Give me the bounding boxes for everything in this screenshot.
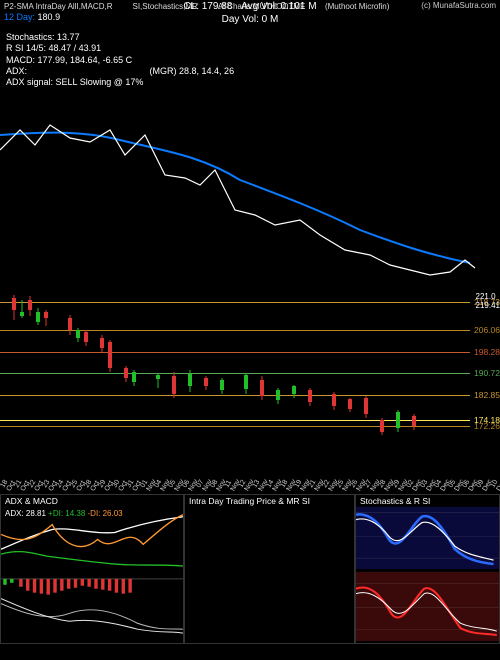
price-level-line xyxy=(0,373,470,374)
stochastics-panel: Stochastics & R SI 90 50 20 90 50 20 xyxy=(355,494,500,644)
site-credit: (c) MunafaSutra.com xyxy=(421,1,496,10)
day-vol: Day Vol: 0 M xyxy=(0,14,500,25)
avgvol-label: Avg Vol: xyxy=(241,1,278,12)
indicator-block: Stochastics: 13.77 R SI 14/5: 48.47 / 43… xyxy=(0,30,500,90)
cl-label: CL: xyxy=(183,1,199,12)
dayvol-label: Day Vol: xyxy=(222,14,259,25)
price-level-line xyxy=(0,395,470,396)
ma-svg xyxy=(0,90,480,290)
avgvol-value: 0.101 M xyxy=(280,1,316,12)
stoch-label: Stochastics: xyxy=(6,32,55,42)
price-level-line xyxy=(0,302,470,303)
intraday-panel: Intra Day Trading Price & MR SI xyxy=(184,494,355,644)
moving-average-chart xyxy=(0,90,500,290)
price-level-label: 190.72 xyxy=(474,368,500,378)
price-level-line xyxy=(0,330,470,331)
bottom-panels: ADX & MACD ADX: 28.81 +DI: 14.38 -DI: 26… xyxy=(0,494,500,644)
x-tick: 10 Dec xyxy=(489,474,500,493)
price-level-label: 182.85 xyxy=(474,390,500,400)
adx-panel-sub: ADX: 28.81 +DI: 14.38 -DI: 26.03 xyxy=(5,509,123,518)
adx-label: ADX: xyxy=(6,66,27,76)
stoch-svg xyxy=(356,495,499,643)
macd-value: 177.99, 184.64, -6.65 C xyxy=(38,55,133,65)
price-level-label: 198.28 xyxy=(474,347,500,357)
price-level-line xyxy=(0,352,470,353)
adx-value: (MGR) 28.8, 14.4, 26 xyxy=(150,66,235,76)
macd-label: MACD: xyxy=(6,55,35,65)
intra-title: Intra Day Trading Price & MR SI xyxy=(189,496,310,506)
pr-top2: 219.41 xyxy=(476,301,500,310)
dayvol-value: 0 M xyxy=(262,14,279,25)
adxsig-value: SELL Slowing @ 17% xyxy=(56,77,144,87)
stoch-title: Stochastics & R SI xyxy=(360,496,430,506)
adxsig-label: ADX signal: xyxy=(6,77,53,87)
price-level-label: 172.26 xyxy=(474,421,500,431)
adx-macd-panel: ADX & MACD ADX: 28.81 +DI: 14.38 -DI: 26… xyxy=(0,494,184,644)
rsi-value: 48.47 / 43.91 xyxy=(49,43,102,53)
x-axis: 18 Oct21 Oct22 Oct23 Oct24 Oct25 Oct28 O… xyxy=(0,476,472,490)
adx-panel-title: ADX & MACD xyxy=(5,496,58,506)
candlestick-chart: 218.73206.06198.28190.72182.85174.18172.… xyxy=(0,290,500,490)
stoch-value: 13.77 xyxy=(57,32,80,42)
pr-top1: 221.0 xyxy=(476,292,500,301)
chart-header: P2-SMA IntraDay AllI,MACD,R SI,Stochasti… xyxy=(0,0,500,30)
cl-value: 179.88 xyxy=(202,1,233,12)
rsi-label: R SI 14/5: xyxy=(6,43,46,53)
price-level-label: 206.06 xyxy=(474,325,500,335)
